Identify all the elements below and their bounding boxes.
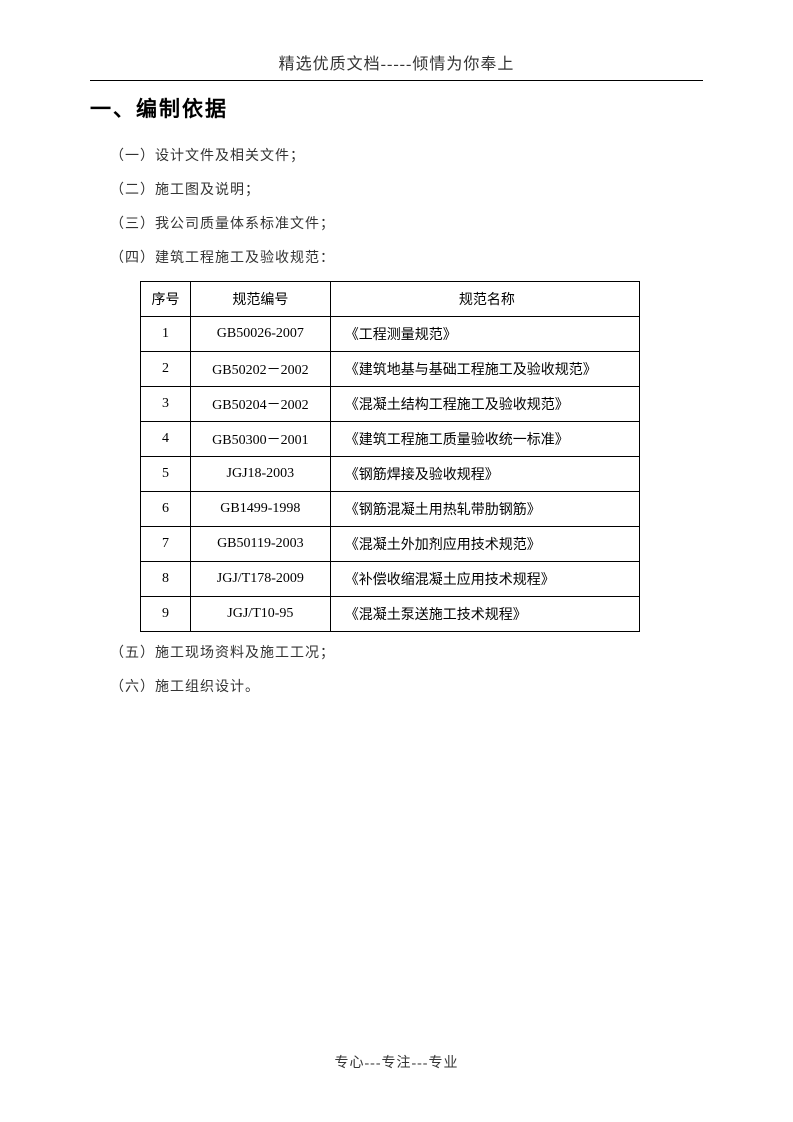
cell-seq: 4 [141,422,191,457]
cell-name: 《混凝土外加剂应用技术规范》 [330,527,639,562]
table-row: 5 JGJ18-2003 《钢筋焊接及验收规程》 [141,457,640,492]
cell-name: 《建筑地基与基础工程施工及验收规范》 [330,352,639,387]
table-body: 1 GB50026-2007 《工程测量规范》 2 GB50202－2002 《… [141,317,640,632]
cell-code: GB50119-2003 [190,527,330,562]
cell-code: JGJ/T10-95 [190,597,330,632]
table-row: 2 GB50202－2002 《建筑地基与基础工程施工及验收规范》 [141,352,640,387]
standards-table-container: 序号 规范编号 规范名称 1 GB50026-2007 《工程测量规范》 2 G… [90,281,703,632]
page-header: 精选优质文档-----倾情为你奉上 [90,50,703,81]
table-header-row: 序号 规范编号 规范名称 [141,282,640,317]
list-item-6: （六）施工组织设计。 [90,676,703,696]
cell-seq: 1 [141,317,191,352]
cell-name: 《建筑工程施工质量验收统一标准》 [330,422,639,457]
standards-table: 序号 规范编号 规范名称 1 GB50026-2007 《工程测量规范》 2 G… [140,281,640,632]
table-row: 4 GB50300－2001 《建筑工程施工质量验收统一标准》 [141,422,640,457]
cell-seq: 5 [141,457,191,492]
table-row: 8 JGJ/T178-2009 《补偿收缩混凝土应用技术规程》 [141,562,640,597]
cell-code: JGJ/T178-2009 [190,562,330,597]
header-text: 精选优质文档-----倾情为你奉上 [279,56,515,73]
table-row: 1 GB50026-2007 《工程测量规范》 [141,317,640,352]
header-seq: 序号 [141,282,191,317]
section-title: 一、编制依据 [90,93,703,123]
cell-seq: 8 [141,562,191,597]
cell-name: 《混凝土结构工程施工及验收规范》 [330,387,639,422]
cell-seq: 2 [141,352,191,387]
table-row: 3 GB50204－2002 《混凝土结构工程施工及验收规范》 [141,387,640,422]
cell-code: JGJ18-2003 [190,457,330,492]
page-footer: 专心---专注---专业 [0,1052,793,1072]
list-item-1: （一）设计文件及相关文件； [90,145,703,165]
table-row: 7 GB50119-2003 《混凝土外加剂应用技术规范》 [141,527,640,562]
header-name: 规范名称 [330,282,639,317]
footer-text: 专心---专注---专业 [335,1056,459,1071]
cell-seq: 7 [141,527,191,562]
cell-seq: 3 [141,387,191,422]
cell-code: GB50202－2002 [190,352,330,387]
cell-seq: 6 [141,492,191,527]
cell-code: GB50026-2007 [190,317,330,352]
cell-name: 《钢筋焊接及验收规程》 [330,457,639,492]
cell-code: GB50204－2002 [190,387,330,422]
list-item-5: （五）施工现场资料及施工工况； [90,642,703,662]
list-item-2: （二）施工图及说明； [90,179,703,199]
list-item-4: （四）建筑工程施工及验收规范： [90,247,703,267]
cell-code: GB50300－2001 [190,422,330,457]
cell-name: 《补偿收缩混凝土应用技术规程》 [330,562,639,597]
cell-name: 《工程测量规范》 [330,317,639,352]
header-code: 规范编号 [190,282,330,317]
cell-name: 《钢筋混凝土用热轧带肋钢筋》 [330,492,639,527]
table-row: 6 GB1499-1998 《钢筋混凝土用热轧带肋钢筋》 [141,492,640,527]
cell-name: 《混凝土泵送施工技术规程》 [330,597,639,632]
cell-code: GB1499-1998 [190,492,330,527]
table-row: 9 JGJ/T10-95 《混凝土泵送施工技术规程》 [141,597,640,632]
cell-seq: 9 [141,597,191,632]
list-item-3: （三）我公司质量体系标准文件； [90,213,703,233]
